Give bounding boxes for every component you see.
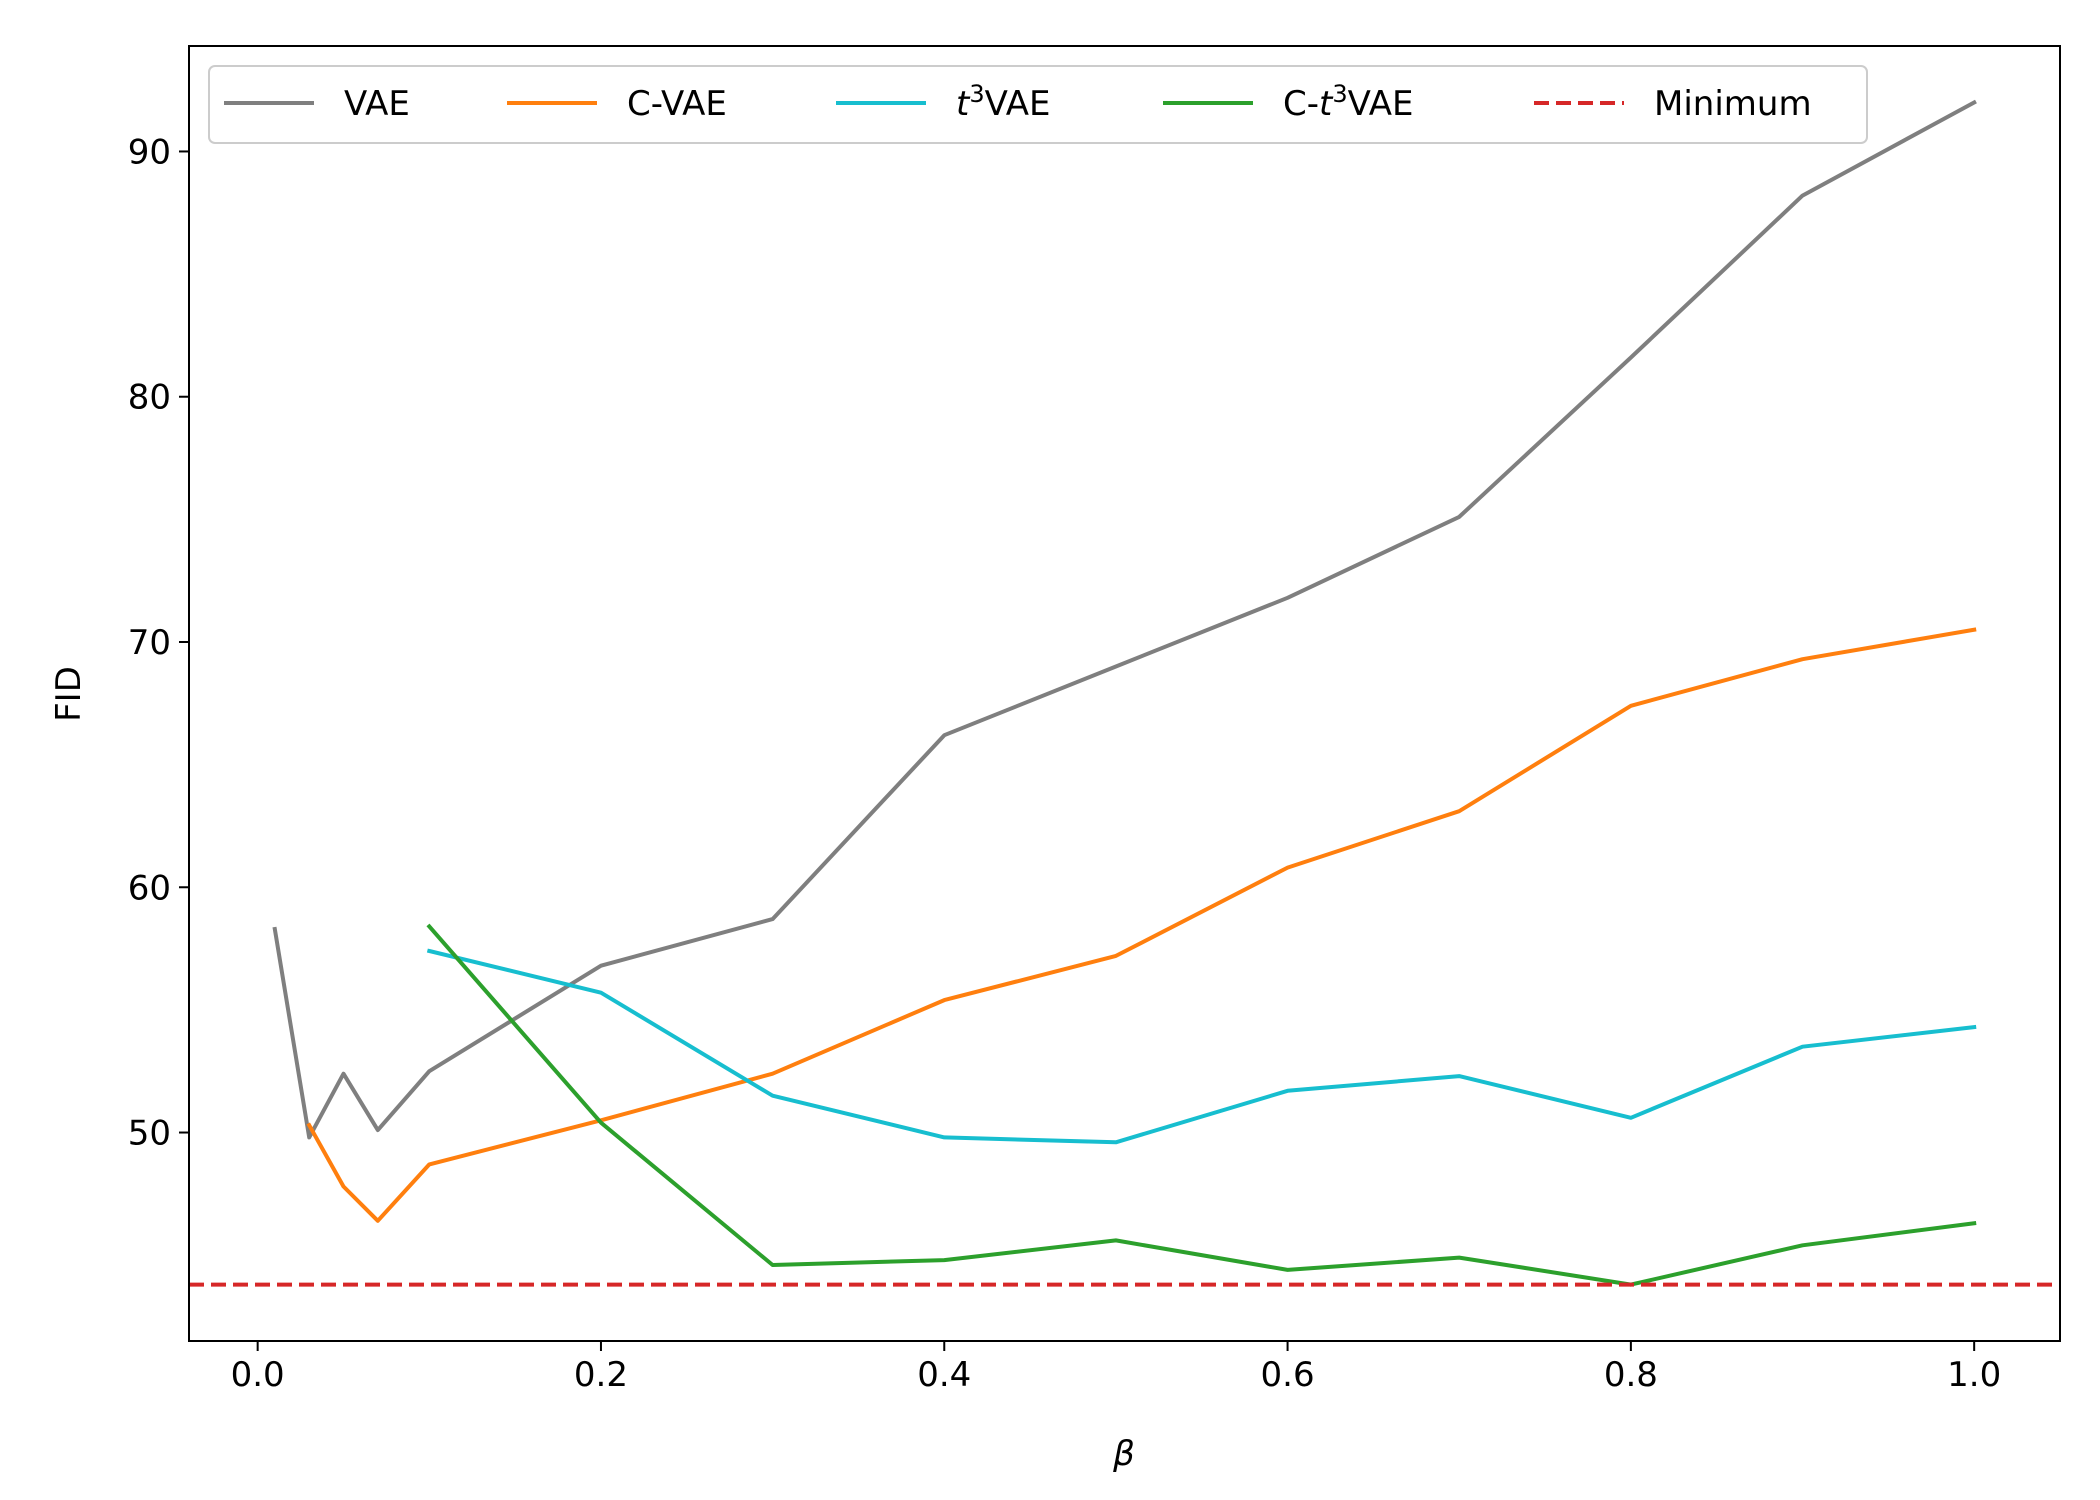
series-layer	[189, 99, 2060, 1287]
y-axis: 50 60 70 80 90	[128, 132, 189, 1154]
plot-frame	[188, 45, 2061, 1342]
series-line-t3vae	[426, 948, 1977, 1145]
legend-label-minimum: Minimum	[1654, 84, 1812, 124]
x-tick-label: 1.0	[1947, 1355, 2001, 1395]
x-tick-label: 0.6	[1261, 1355, 1315, 1395]
y-tick-label: 50	[128, 1114, 171, 1154]
y-tick-label: 90	[128, 132, 171, 172]
y-tick-label: 80	[128, 378, 171, 418]
legend-label-c-vae: C-VAE	[627, 84, 727, 124]
legend-label-t3vae: t3VAE	[956, 80, 1050, 124]
x-tick-label: 0.4	[917, 1355, 971, 1395]
series-line-vae	[272, 99, 1977, 1140]
x-axis: 0.0 0.2 0.4 0.6 0.8 1.0	[231, 1341, 2001, 1395]
y-tick-label: 60	[128, 868, 171, 908]
x-tick-label: 0.2	[574, 1355, 628, 1395]
legend-items: VAE C-VAE t3VAE C-t3VAE Minimum	[224, 80, 1812, 124]
series-line-c-t3vae	[426, 923, 1977, 1287]
legend-label-c-t3vae: C-t3VAE	[1283, 80, 1413, 124]
y-tick-label: 70	[128, 623, 171, 663]
legend-label-vae: VAE	[344, 84, 410, 124]
series-line-c-vae	[306, 627, 1977, 1223]
x-tick-label: 0.0	[231, 1355, 285, 1395]
x-axis-label: β	[1112, 1434, 1135, 1474]
legend: VAE C-VAE t3VAE C-t3VAE Minimum	[208, 65, 1868, 144]
legend-box	[208, 65, 1868, 144]
x-tick-label: 0.8	[1604, 1355, 1658, 1395]
y-axis-label: FID	[49, 666, 89, 722]
